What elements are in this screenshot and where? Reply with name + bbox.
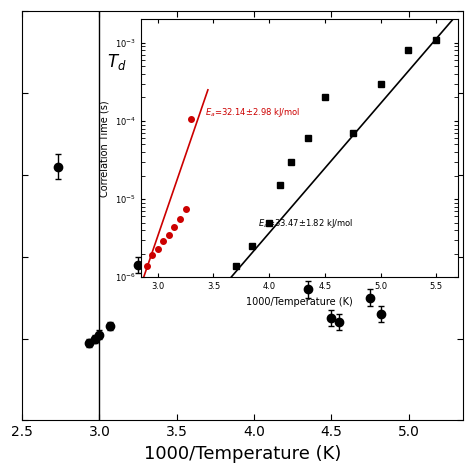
Text: $T_d$: $T_d$ [107,52,127,72]
X-axis label: 1000/Temperature (K): 1000/Temperature (K) [144,445,341,463]
